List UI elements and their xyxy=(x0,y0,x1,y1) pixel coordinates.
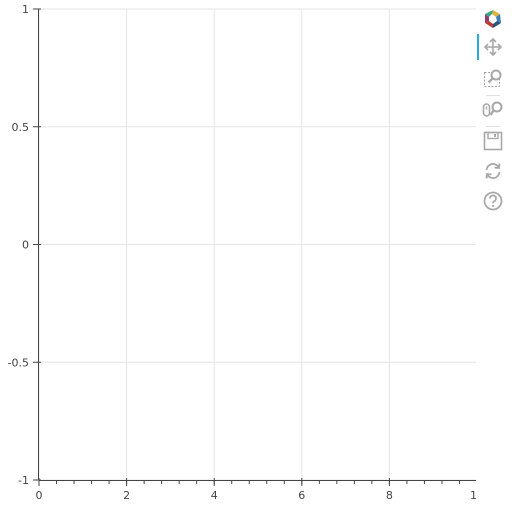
y-axis-tick-labels: 1 0.5 0 -0.5 -1 xyxy=(8,3,29,487)
x-axis-tick-labels: 0 2 4 6 8 10 xyxy=(36,489,477,502)
y-tick-label: 0 xyxy=(22,239,29,252)
help-tool-icon xyxy=(483,191,503,211)
chart-toolbar xyxy=(476,0,508,220)
x-tick-label: 2 xyxy=(123,489,130,502)
save-tool-button[interactable] xyxy=(480,128,506,154)
y-tick-label: 0.5 xyxy=(12,121,30,134)
y-tick-label: -1 xyxy=(18,474,29,487)
x-tick-label: 4 xyxy=(211,489,218,502)
reset-tool-button[interactable] xyxy=(480,158,506,184)
help-tool-button[interactable] xyxy=(480,188,506,214)
y-tick-label: 1 xyxy=(22,3,29,16)
x-tick-label: 0 xyxy=(36,489,43,502)
x-axis-ticks xyxy=(39,478,476,486)
wheel-zoom-tool-icon xyxy=(482,100,504,120)
x-tick-label: 8 xyxy=(386,489,393,502)
save-tool-icon xyxy=(483,131,503,151)
y-axis-ticks xyxy=(33,9,41,480)
box-zoom-tool-button[interactable] xyxy=(480,65,506,91)
pan-tool-icon xyxy=(483,37,503,57)
pan-tool-button[interactable] xyxy=(480,34,506,60)
x-tick-label: 10 xyxy=(470,489,476,502)
reset-tool-icon xyxy=(483,161,503,181)
wheel-zoom-tool-button[interactable] xyxy=(480,97,506,123)
y-grid-lines xyxy=(39,9,476,480)
y-tick-label: -0.5 xyxy=(8,356,29,369)
chart-plot[interactable]: 0 2 4 6 8 10 1 0.5 0 -0.5 -1 xyxy=(0,0,476,509)
x-tick-label: 6 xyxy=(298,489,305,502)
bokeh-logo-icon[interactable] xyxy=(480,6,506,32)
box-zoom-tool-icon xyxy=(483,68,503,88)
